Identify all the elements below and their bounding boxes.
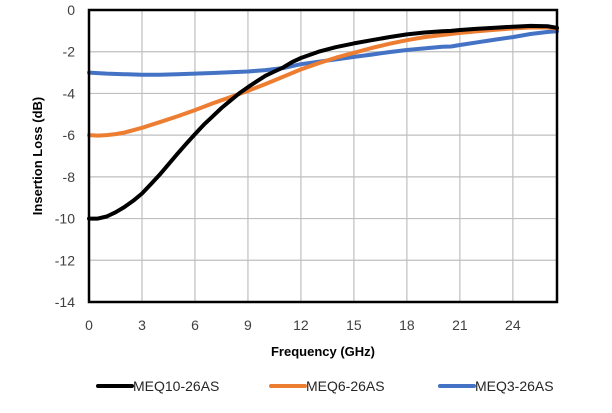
y-tick-label: -12 (55, 252, 75, 268)
y-tick-label: -8 (63, 169, 76, 185)
plot-frame (87, 8, 559, 304)
legend-item: MEQ3-26AS (438, 378, 554, 394)
x-tick-label: 6 (191, 317, 199, 333)
legend-label: MEQ3-26AS (475, 378, 554, 394)
y-tick-label: -10 (55, 211, 75, 227)
legend-label: MEQ10-26AS (133, 378, 219, 394)
series-layer (87, 23, 559, 221)
y-axis-title: Insertion Loss (dB) (30, 97, 45, 215)
x-tick-label: 15 (346, 317, 362, 333)
x-tick-label: 21 (452, 317, 468, 333)
legend-item: MEQ10-26AS (96, 378, 219, 394)
legend-item: MEQ6-26AS (269, 378, 385, 394)
x-axis-ticks: 0 3 6 9 12 15 18 21 24 (85, 317, 521, 333)
x-tick-label: 9 (244, 317, 252, 333)
y-tick-label: 0 (67, 2, 75, 18)
x-tick-label: 12 (293, 317, 309, 333)
x-tick-label: 24 (505, 317, 521, 333)
y-axis-ticks: 0 -2 -4 -6 -8 -10 -12 -14 (55, 2, 75, 310)
x-tick-label: 3 (138, 317, 146, 333)
legend-label: MEQ6-26AS (306, 378, 385, 394)
x-tick-label: 0 (85, 317, 93, 333)
x-axis-title: Frequency (GHz) (271, 344, 375, 359)
y-tick-label: -6 (63, 127, 76, 143)
legend: MEQ10-26AS MEQ6-26AS MEQ3-26AS (96, 378, 554, 394)
y-tick-label: -14 (55, 294, 75, 310)
y-tick-label: -2 (63, 44, 76, 60)
x-tick-label: 18 (399, 317, 415, 333)
series-line-meq10-26as (87, 23, 559, 221)
y-tick-label: -4 (63, 85, 76, 101)
series-line-meq6-26as (87, 25, 559, 138)
